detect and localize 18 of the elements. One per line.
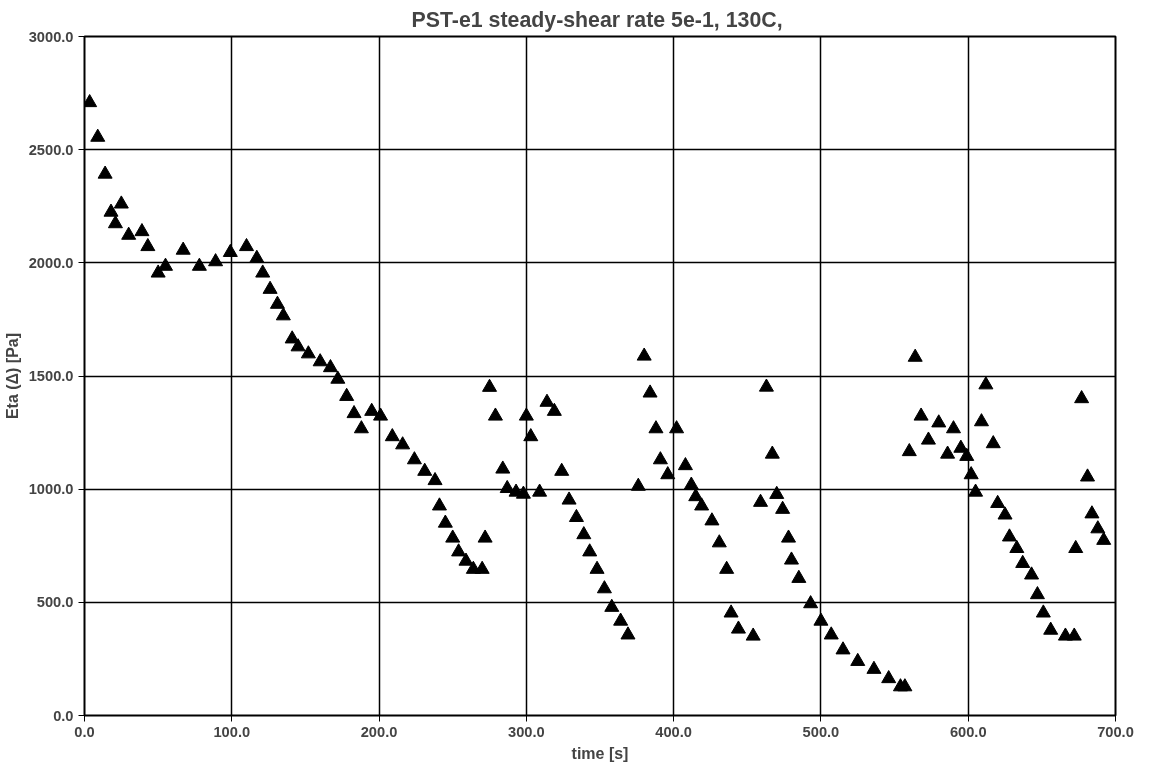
- y-tick-label: 0.0: [53, 707, 74, 724]
- x-tick-label: 600.0: [949, 723, 987, 740]
- x-tick-label: 200.0: [360, 723, 398, 740]
- x-tick-label: 700.0: [1097, 723, 1134, 740]
- y-axis-title: Eta (Δ) [Pa]: [3, 332, 21, 420]
- y-tick-label: 3000.0: [28, 28, 74, 45]
- chart-title: PST-e1 steady-shear rate 5e-1, 130C,: [411, 7, 783, 32]
- y-tick-label: 2000.0: [28, 254, 74, 271]
- x-tick-label: 0.0: [74, 723, 95, 740]
- x-tick-label: 500.0: [802, 723, 840, 740]
- x-tick-label: 400.0: [655, 723, 692, 740]
- y-tick-label: 2500.0: [28, 141, 74, 158]
- y-tick-label: 1500.0: [28, 368, 74, 384]
- x-tick-label: 300.0: [508, 723, 545, 740]
- x-tick-label: 100.0: [213, 723, 251, 740]
- y-tick-label: 1000.0: [28, 481, 74, 498]
- y-tick-label: 500.0: [36, 594, 74, 611]
- x-axis-title: time [s]: [571, 744, 629, 762]
